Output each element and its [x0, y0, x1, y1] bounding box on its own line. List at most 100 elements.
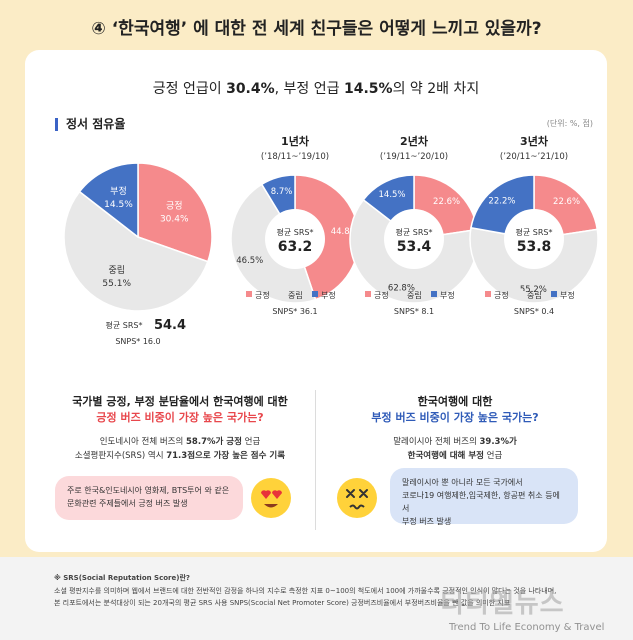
slice-value-label: 30.4% [160, 214, 189, 224]
srs-label: 평균 SRS* [277, 227, 314, 237]
chart-subtitle: (’19/11~’20/10) [380, 152, 448, 162]
snps-value: SNPS* 8.1 [394, 307, 434, 316]
slice-value-label: 14.5% [104, 200, 133, 210]
legend-swatch [246, 291, 252, 297]
right-bubble-line: 부정 버즈 발생 [402, 517, 452, 526]
chart-title: 1년차 [281, 134, 310, 148]
footer-note: ※ SRS(Social Reputation Score)란? 소셜 평판지수… [0, 557, 633, 640]
left-desc-text: 인도네시아 전체 버즈의 [99, 437, 187, 447]
legend-swatch [551, 291, 557, 297]
heart-eyes-face-icon [251, 478, 291, 518]
pie-slice-부정 [78, 162, 139, 239]
legend-swatch [398, 291, 404, 297]
legend-swatch [518, 291, 524, 297]
legend-label: 긍정 [374, 290, 389, 300]
slice-category-label: 긍정 [166, 200, 183, 211]
watermark-logo: 티티엘뉴스 [440, 589, 565, 619]
donut-hole [504, 209, 564, 269]
legend-swatch [312, 291, 318, 297]
legend-swatch [431, 291, 437, 297]
legend-label: 긍정 [494, 290, 509, 300]
slice-value-label: 55.1% [102, 279, 131, 289]
left-speech-bubble: 주로 한국&인도네시아 영화제, BTS투어 와 같은 문화관련 주제들에서 긍… [55, 476, 243, 520]
slice-value-label: 22.2% [488, 197, 515, 207]
snps-value: SNPS* 16.0 [115, 337, 160, 346]
srs-value: 53.4 [397, 239, 432, 255]
slice-value-label: 14.5% [379, 190, 406, 200]
left-question-line1: 국가별 긍정, 부정 분담율에서 한국여행에 대한 [72, 395, 288, 408]
footer-line1: 소셜 평판지수를 의미하며 웹에서 브랜드에 대한 전반적인 감정을 하나의 지… [54, 587, 557, 595]
srs-value: 53.8 [517, 239, 552, 255]
left-question-line2: 긍정 버즈 비중이 가장 높은 국가는? [96, 411, 264, 424]
legend-label: 중립 [527, 291, 542, 300]
right-speech-bubble: 말레이시아 뿐 아니라 모든 국가에서 코로나19 여행제한,입국제한, 항공편… [390, 468, 578, 526]
right-question-line1: 한국여행에 대한 [417, 395, 493, 408]
snps-value: SNPS* 36.1 [272, 307, 317, 316]
legend-swatch [485, 291, 491, 297]
srs-label: 평균 SRS* [106, 320, 143, 330]
srs-value: 63.2 [278, 239, 313, 255]
pie-charts: 긍정 30.4% 중립 55.1% 부정 14.5% 평균 SRS* 54.4 SNPS* 16… [63, 134, 599, 346]
left-description: 인도네시아 전체 버즈의 58.7%가 긍정 언급 소셜평판지수(SRS) 역시… [55, 435, 305, 463]
slice-value-label: 44.8% [331, 227, 358, 237]
footer-line2: 본 리포트에서는 분석대상이 되는 20개국의 평균 SRS 사용 SNPS(S… [54, 599, 511, 607]
slice-value-label: 22.6% [433, 197, 460, 207]
legend-label: 부정 [560, 290, 575, 300]
chart-title: 3년차 [520, 134, 549, 148]
pie-slice-중립 [63, 190, 209, 312]
legend-label: 중립 [407, 291, 422, 300]
left-desc-bold: 71.3점으로 가장 높은 점수 기록 [166, 451, 286, 461]
slice-category-label: 부정 [110, 186, 127, 197]
legend-label: 긍정 [255, 290, 270, 300]
chart-subtitle: (’20/11~’21/10) [500, 152, 568, 162]
legend-label: 중립 [288, 291, 303, 300]
left-desc-text: 소셜평판지수(SRS) 역시 [74, 451, 167, 461]
pie-slice-긍정 [137, 162, 213, 263]
divider [315, 390, 316, 530]
chart-subtitle: (’18/11~’19/10) [261, 152, 329, 162]
headline-positive: 30.4% [226, 81, 275, 97]
legend-swatch [279, 291, 285, 297]
donut-hole [384, 209, 444, 269]
legend-label: 부정 [321, 290, 336, 300]
dizzy-face-icon [337, 478, 377, 518]
slice-value-label: 46.5% [236, 256, 263, 266]
right-bubble-line: 말레이시아 뿐 아니라 모든 국가에서 [402, 478, 523, 487]
donut-hole [265, 209, 325, 269]
right-desc-text: 말레이시아 전체 버즈의 [393, 437, 480, 447]
left-question: 국가별 긍정, 부정 분담율에서 한국여행에 대한 긍정 버즈 비중이 가장 높… [55, 394, 305, 426]
watermark-tagline: Trend To Life Economy & Travel [449, 622, 605, 633]
left-bubble-line: 문화관련 주제들에서 긍정 버즈 발생 [67, 499, 188, 508]
srs-label: 평균 SRS* [516, 227, 553, 237]
slice-value-label: 62.8% [388, 283, 415, 293]
slice-value-label: 22.6% [553, 197, 580, 207]
slice-value-label: 8.7% [271, 187, 293, 197]
headline-text: 의 약 2배 차지 [392, 81, 480, 97]
right-description: 말레이시아 전체 버즈의 39.3%가 한국여행에 대해 부정 언급 [325, 435, 585, 463]
right-question-line2: 부정 버즈 비중이 가장 높은 국가는? [371, 411, 539, 424]
headline-negative: 14.5% [343, 81, 393, 97]
slice-category-label: 중립 [108, 265, 125, 276]
left-desc-text: 언급 [241, 437, 261, 447]
page-title: ④ ‘한국여행’ 에 대한 전 세계 친구들은 어떻게 느끼고 있을까? [91, 19, 542, 39]
headline: 긍정 언급이 30.4%, 부정 언급 14.5%의 약 2배 차지 [25, 78, 607, 98]
section-label: 정서 점유율 [55, 118, 125, 131]
right-question: 한국여행에 대한 부정 버즈 비중이 가장 높은 국가는? [325, 394, 585, 426]
right-desc-bold: 39.3%가 [479, 437, 517, 447]
content-card: 긍정 언급이 30.4%, 부정 언급 14.5%의 약 2배 차지 정서 점유… [25, 50, 607, 552]
right-desc-bold: 한국여행에 대해 부정 [407, 451, 484, 461]
srs-value: 54.4 [154, 318, 186, 333]
headline-text: , 부정 언급 [274, 81, 344, 97]
legend-label: 부정 [440, 290, 455, 300]
left-desc-bold: 58.7%가 긍정 [186, 437, 242, 447]
snps-value: SNPS* 0.4 [514, 307, 554, 316]
legend-swatch [365, 291, 371, 297]
slice-value-label: 55.2% [520, 285, 547, 295]
left-bubble-line: 주로 한국&인도네시아 영화제, BTS투어 와 같은 [67, 486, 230, 495]
srs-label: 평균 SRS* [396, 227, 433, 237]
right-bubble-line: 코로나19 여행제한,입국제한, 항공편 취소 등에서 [402, 491, 560, 513]
headline-text: 긍정 언급이 [152, 81, 227, 97]
unit-label: (단위: %, 점) [546, 119, 593, 128]
right-desc-text: 언급 [483, 451, 503, 461]
chart-title: 2년차 [400, 134, 429, 148]
